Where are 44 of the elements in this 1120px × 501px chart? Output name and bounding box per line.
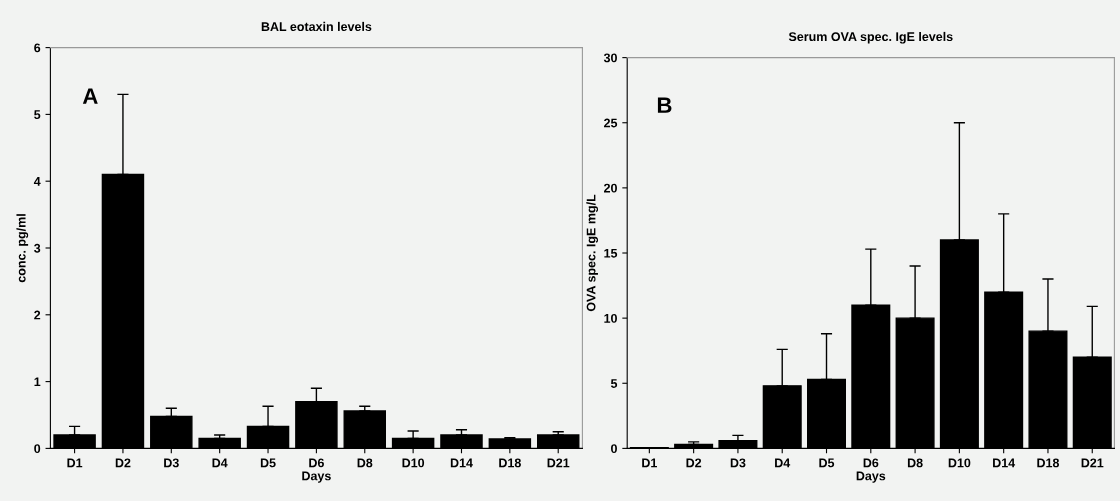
x-tick-label: D21 [1081, 458, 1104, 468]
x-tick-label: D18 [1037, 458, 1060, 468]
x-tick-label: D4 [775, 458, 791, 468]
x-tick-label: D6 [309, 458, 324, 468]
x-tick-label: D3 [730, 458, 746, 468]
y-tick-label: 1 [34, 377, 41, 387]
y-tick-label: 5 [34, 110, 41, 120]
y-tick-label: 20 [604, 183, 617, 193]
x-tick-label: D2 [686, 458, 702, 468]
x-axis-title: Days [302, 471, 331, 483]
annotation: A [82, 88, 98, 104]
x-tick-label: D4 [212, 458, 228, 468]
x-tick-label: D10 [948, 458, 971, 468]
y-tick-label: 25 [604, 118, 618, 128]
y-tick-label: 3 [34, 243, 41, 253]
x-tick-label: D18 [499, 458, 521, 468]
x-tick-label: D5 [260, 458, 276, 468]
x-tick-label: D21 [547, 458, 570, 468]
x-tick-label: D14 [993, 458, 1016, 468]
x-tick-label: D6 [863, 458, 879, 468]
y-axis-title: OVA spec. IgE mg/L [586, 194, 599, 312]
x-tick-label: D3 [164, 458, 179, 468]
y-tick-label: 0 [34, 444, 41, 454]
chart-title: BAL eotaxin levels [261, 21, 372, 32]
x-tick-label: D5 [819, 458, 835, 468]
y-tick-label: 2 [34, 310, 41, 320]
x-tick-label: D10 [402, 458, 425, 468]
y-axis-title: conc. pg/ml [16, 214, 29, 283]
y-tick-label: 15 [604, 248, 618, 258]
x-tick-label: D8 [907, 458, 923, 468]
y-tick-label: 6 [34, 43, 41, 53]
y-tick-label: 10 [604, 313, 617, 323]
x-tick-label: D1 [642, 458, 657, 468]
y-tick-label: 5 [610, 379, 618, 388]
x-tick-label: D1 [67, 458, 83, 468]
chart-title: Serum OVA spec. IgE levels [788, 31, 953, 44]
x-tick-label: D2 [115, 458, 131, 468]
x-axis-title: Days [856, 471, 886, 483]
x-tick-label: D14 [450, 458, 473, 468]
y-tick-label: 0 [611, 444, 617, 454]
annotation: B [657, 97, 672, 113]
x-tick-label: D8 [357, 458, 373, 468]
y-tick-label: 30 [603, 53, 617, 63]
y-tick-label: 4 [33, 177, 41, 186]
